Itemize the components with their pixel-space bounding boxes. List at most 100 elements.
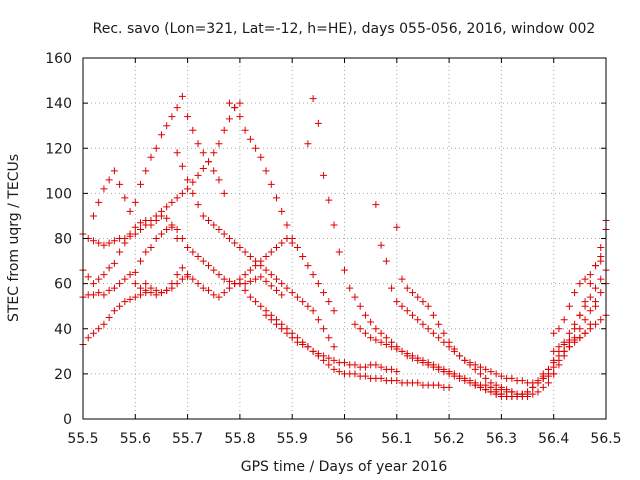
data-point — [110, 167, 118, 175]
series-sat-f — [131, 221, 286, 299]
data-point — [173, 104, 181, 112]
data-point — [184, 273, 192, 281]
data-point — [252, 144, 260, 152]
data-point — [372, 201, 380, 209]
data-point — [147, 216, 155, 224]
data-point — [126, 207, 134, 215]
data-point — [320, 356, 328, 364]
data-point — [100, 185, 108, 193]
data-point — [388, 365, 396, 373]
data-point — [89, 237, 97, 245]
data-point — [189, 248, 197, 256]
data-point — [586, 307, 594, 315]
data-point — [199, 165, 207, 173]
data-point — [388, 284, 396, 292]
data-point — [539, 383, 547, 391]
data-point — [393, 298, 401, 306]
data-point — [461, 356, 469, 364]
data-point — [456, 372, 464, 380]
data-point — [257, 262, 265, 270]
series-sat-n — [372, 201, 558, 387]
data-point — [581, 298, 589, 306]
series-sat-o — [393, 223, 610, 400]
data-point — [330, 307, 338, 315]
series-sat-e — [89, 92, 228, 220]
data-point — [372, 325, 380, 333]
data-point — [178, 275, 186, 283]
data-point — [592, 284, 600, 292]
data-point — [445, 368, 453, 376]
data-point — [351, 293, 359, 301]
data-point — [466, 377, 474, 385]
data-point — [168, 113, 176, 121]
data-point — [424, 359, 432, 367]
data-point — [445, 338, 453, 346]
series-sat-a — [79, 212, 181, 288]
data-point — [367, 334, 375, 342]
data-point — [408, 289, 416, 297]
data-point — [398, 347, 406, 355]
data-point — [560, 347, 568, 355]
data-point — [299, 298, 307, 306]
data-point — [367, 318, 375, 326]
data-point — [131, 268, 139, 276]
series-sat-p — [471, 266, 610, 400]
data-point — [105, 264, 113, 272]
data-point — [571, 289, 579, 297]
data-point — [246, 253, 254, 261]
data-point — [586, 320, 594, 328]
data-point — [299, 341, 307, 349]
data-point — [210, 266, 218, 274]
data-point — [220, 275, 228, 283]
data-point — [257, 273, 265, 281]
data-point — [267, 316, 275, 324]
data-point — [194, 280, 202, 288]
data-point — [534, 388, 542, 396]
data-point — [299, 253, 307, 261]
data-point — [497, 383, 505, 391]
x-tick-label: 55.8 — [224, 431, 255, 447]
data-point — [539, 370, 547, 378]
data-point — [262, 311, 270, 319]
data-point — [142, 167, 150, 175]
data-point — [435, 334, 443, 342]
data-point — [597, 289, 605, 297]
x-tick-label: 55.9 — [277, 431, 308, 447]
data-point — [246, 135, 254, 143]
data-point — [89, 291, 97, 299]
chart-title: Rec. savo (Lon=321, Lat=-12, h=HE), days… — [93, 21, 596, 37]
data-point — [121, 194, 129, 202]
data-point — [288, 289, 296, 297]
data-point — [351, 361, 359, 369]
data-point — [424, 302, 432, 310]
data-point — [225, 284, 233, 292]
data-point — [283, 329, 291, 337]
data-point — [267, 248, 275, 256]
data-point — [225, 277, 233, 285]
data-point — [550, 359, 558, 367]
data-point — [518, 377, 526, 385]
data-point — [152, 212, 160, 220]
data-point — [273, 244, 281, 252]
data-point — [414, 293, 422, 301]
data-point — [440, 365, 448, 373]
data-point — [121, 298, 129, 306]
data-point — [105, 286, 113, 294]
data-point — [273, 320, 281, 328]
data-point — [283, 284, 291, 292]
x-tick-label: 56.5 — [590, 431, 621, 447]
data-point — [199, 257, 207, 265]
data-point — [283, 221, 291, 229]
data-point — [497, 390, 505, 398]
data-point — [565, 338, 573, 346]
y-tick-label: 40 — [54, 322, 72, 338]
series-sat-k — [262, 311, 453, 391]
data-point — [116, 248, 124, 256]
data-point — [581, 316, 589, 324]
data-point — [184, 176, 192, 184]
series-sat-t — [550, 253, 605, 337]
data-point — [456, 352, 464, 360]
data-point — [105, 176, 113, 184]
data-point — [471, 381, 479, 389]
data-point — [304, 262, 312, 270]
